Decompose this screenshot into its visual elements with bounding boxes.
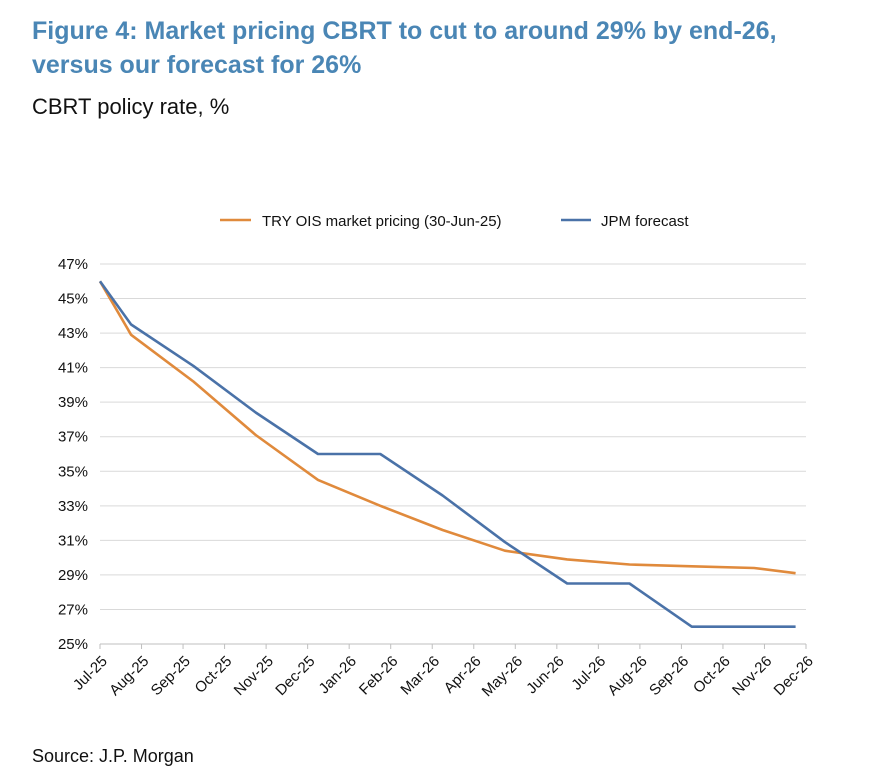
x-tick-label: Jul-26: [568, 653, 609, 694]
legend-label-jpm: JPM forecast: [601, 213, 689, 230]
source-note: Source: J.P. Morgan: [32, 746, 194, 766]
x-tick-label: Apr-26: [441, 653, 485, 697]
y-tick-label: 41%: [58, 360, 88, 377]
series-lines: [98, 280, 796, 629]
y-tick-label: 27%: [58, 601, 88, 618]
x-tick-label: Aug-26: [604, 653, 650, 699]
legend: TRY OIS market pricing (30-Jun-25) JPM f…: [220, 213, 689, 230]
series-line-jpm: [98, 280, 796, 629]
y-tick-label: 47%: [58, 256, 88, 273]
x-tick-label: Jul-25: [70, 653, 111, 694]
x-tick-label: Oct-26: [690, 653, 734, 697]
y-axis: 47% 45% 43% 41% 39% 37% 35% 33% 31% 29% 27% 25%: [58, 256, 88, 653]
legend-label-ois: TRY OIS market pricing (30-Jun-25): [262, 213, 502, 230]
x-tick-label: Nov-25: [231, 653, 277, 699]
x-tick-label: Oct-25: [192, 653, 236, 697]
chart-subtitle: CBRT policy rate, %: [32, 94, 230, 119]
y-tick-label: 33%: [58, 498, 88, 515]
x-tick-label: Dec-26: [771, 653, 817, 699]
x-axis: Jul-25Aug-25Sep-25Oct-25Nov-25Dec-25Jan-…: [70, 643, 817, 700]
x-tick-label: Dec-25: [272, 653, 318, 699]
series-line-ois: [98, 280, 796, 575]
y-tick-label: 39%: [58, 394, 88, 411]
y-tick-label: 37%: [58, 429, 88, 446]
x-tick-label: Sep-25: [148, 653, 194, 699]
y-tick-label: 35%: [58, 463, 88, 480]
chart-title: Figure 4: Market pricing CBRT to cut to …: [32, 17, 777, 79]
y-tick-label: 29%: [58, 567, 88, 584]
gridlines: [100, 263, 806, 645]
x-tick-label: Jan-26: [316, 653, 360, 697]
y-tick-label: 45%: [58, 291, 88, 308]
x-tick-label: Nov-26: [729, 653, 775, 699]
x-tick-label: May-26: [479, 653, 526, 700]
y-tick-label: 31%: [58, 532, 88, 549]
y-tick-label: 43%: [58, 325, 88, 342]
x-tick-label: Jun-26: [523, 653, 567, 697]
x-tick-label: Aug-25: [106, 653, 152, 699]
x-tick-label: Mar-26: [397, 653, 443, 699]
y-tick-label: 25%: [58, 636, 88, 653]
x-tick-label: Sep-26: [646, 653, 692, 699]
x-tick-label: Feb-26: [356, 653, 402, 699]
